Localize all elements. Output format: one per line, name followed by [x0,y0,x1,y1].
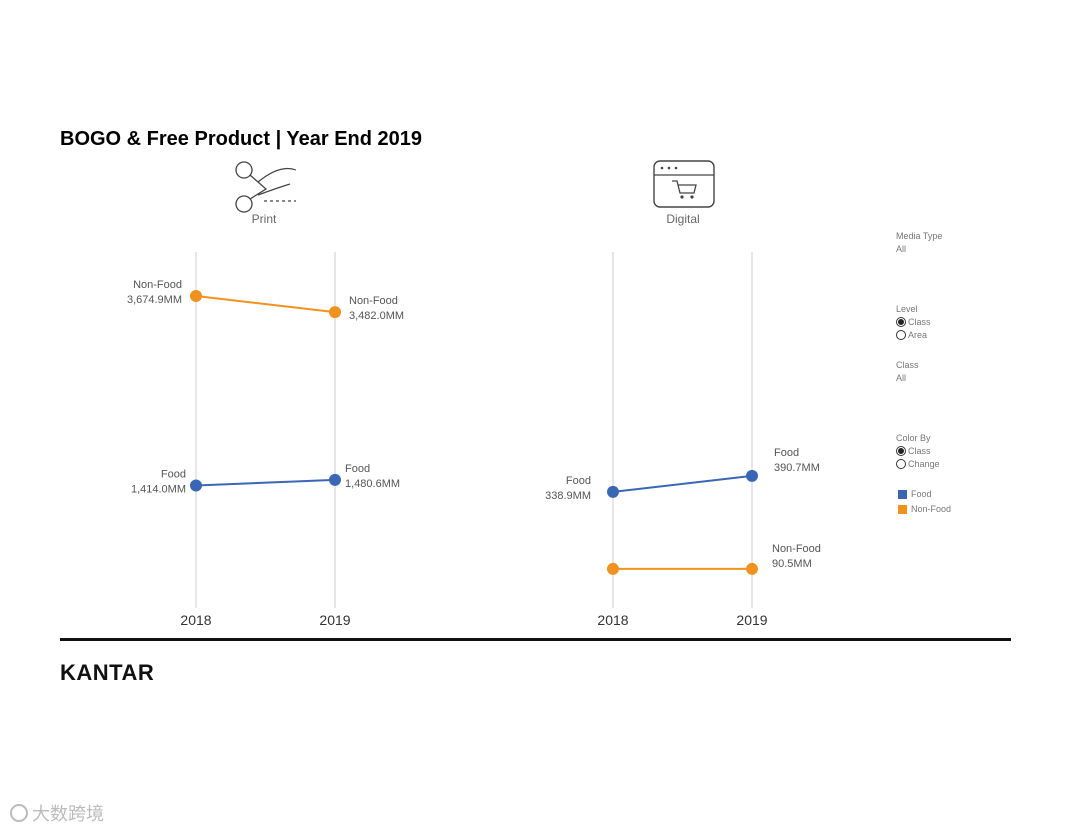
color-by-label: Color By [896,433,931,443]
legend-label-non-food: Non-Food [911,504,952,514]
class-value[interactable]: All [896,373,907,383]
data-point-food [746,469,758,482]
data-point-food [190,479,202,492]
shopping-cart-browser-icon [653,160,715,208]
data-value-label: 390.7MM [774,462,820,474]
series-name-label: Non-Food [349,295,398,307]
media-type-value[interactable]: All [896,244,907,254]
radio-unchecked-icon[interactable] [896,459,906,469]
level-option-class: Class [908,317,931,327]
x-tick-label: 2018 [180,612,211,628]
radio-checked-icon[interactable] [896,446,906,456]
data-point-non-food [746,562,758,575]
legend-item-food[interactable]: Food [898,489,932,499]
level-label: Level [896,304,918,314]
legend-swatch-non-food [898,504,907,514]
x-tick-label: 2018 [597,612,628,628]
series-name-label: Food [345,463,370,475]
data-value-label: 90.5MM [772,558,812,570]
watermark-logo-icon [10,804,28,822]
radio-checked-icon[interactable] [896,317,906,327]
data-point-non-food [329,306,341,319]
watermark: 大数跨境 [10,800,104,826]
legend-item-non-food[interactable]: Non-Food [898,504,951,514]
series-line-non-food [195,295,336,314]
watermark-text: 大数跨境 [32,804,104,824]
series-line-food [195,478,336,487]
data-value-label: 3,674.9MM [127,294,182,306]
color-by-option-change: Change [908,459,940,469]
series-name-label: Non-Food [133,279,182,291]
data-point-non-food [607,562,619,575]
legend-swatch-food [898,489,907,499]
panel-label-digital: Digital [666,212,700,226]
footer-divider [60,638,1011,641]
legend-label-food: Food [911,489,932,499]
series-name-label: Food [774,447,799,459]
data-value-label: 1,414.0MM [131,483,186,495]
data-point-food [329,473,341,486]
x-tick-label: 2019 [319,612,350,628]
series-name-label: Food [566,475,591,487]
data-point-food [607,485,619,498]
series-name-label: Non-Food [772,543,821,555]
level-option-area: Area [908,330,928,340]
data-point-non-food [190,290,202,303]
x-tick-label: 2019 [736,612,767,628]
media-type-label: Media Type [896,231,943,241]
panel-label-print: Print [251,212,277,226]
level-radio-class[interactable]: Class [896,317,931,327]
color-by-radio-change[interactable]: Change [896,459,940,469]
scissors-coupon-icon [235,161,297,213]
radio-unchecked-icon[interactable] [896,330,906,340]
level-radio-area[interactable]: Area [896,330,927,340]
series-line-food [612,474,753,493]
page-title: BOGO & Free Product | Year End 2019 [60,128,423,150]
brand-logo: KANTAR [60,660,155,685]
data-value-label: 1,480.6MM [345,478,400,490]
series-name-label: Food [161,468,186,480]
data-value-label: 3,482.0MM [349,310,404,322]
color-by-radio-class[interactable]: Class [896,446,931,456]
data-value-label: 338.9MM [545,490,591,502]
color-by-option-class: Class [908,446,931,456]
class-label: Class [896,360,919,370]
